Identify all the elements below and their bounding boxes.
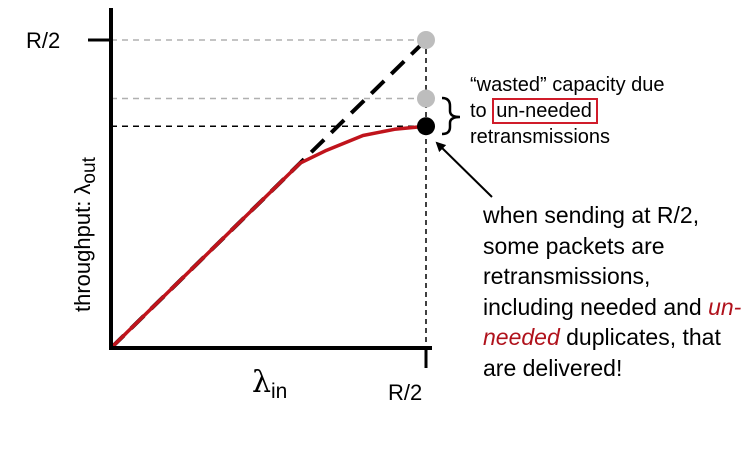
- wasted-note-line3: retransmissions: [470, 126, 611, 148]
- sending-note-emph: un-needed: [483, 293, 742, 351]
- marker-point-2: [417, 117, 435, 136]
- sending-note-part1: when sending at R/2, some packets are re…: [483, 202, 702, 320]
- un-needed-box: un-needed: [492, 98, 598, 124]
- x-axis-label: λin: [252, 365, 287, 403]
- sending-note: when sending at R/2, some packets are re…: [483, 200, 745, 383]
- wasted-capacity-note: “wasted” capacity due to un-needed retra…: [470, 72, 740, 150]
- annotation-arrow: [435, 141, 493, 198]
- marker-point-0: [417, 31, 435, 49]
- wasted-note-line1: “wasted” capacity due: [470, 74, 665, 96]
- wasted-note-line2: to un-needed: [470, 98, 740, 124]
- wasted-bracket: [441, 96, 461, 136]
- y-tick-label: R/2: [26, 28, 60, 53]
- wasted-note-to: to: [470, 100, 487, 122]
- y-axis-label-main: throughput: λ: [70, 184, 95, 312]
- x-axis-label-sub: in: [271, 380, 287, 403]
- sending-note-part2: duplicates, that are delivered!: [483, 324, 721, 381]
- x-axis-label-main: λ: [252, 365, 271, 400]
- y-axis-label: throughput: λout: [70, 156, 100, 312]
- reference-lines: [111, 39, 427, 348]
- series-line-1-actual: [109, 124, 428, 350]
- x-tick-label: R/2: [388, 380, 422, 405]
- series-group: [109, 38, 428, 350]
- marker-point-1: [417, 89, 435, 108]
- markers-group: [417, 31, 435, 136]
- y-axis-label-sub: out: [79, 156, 100, 183]
